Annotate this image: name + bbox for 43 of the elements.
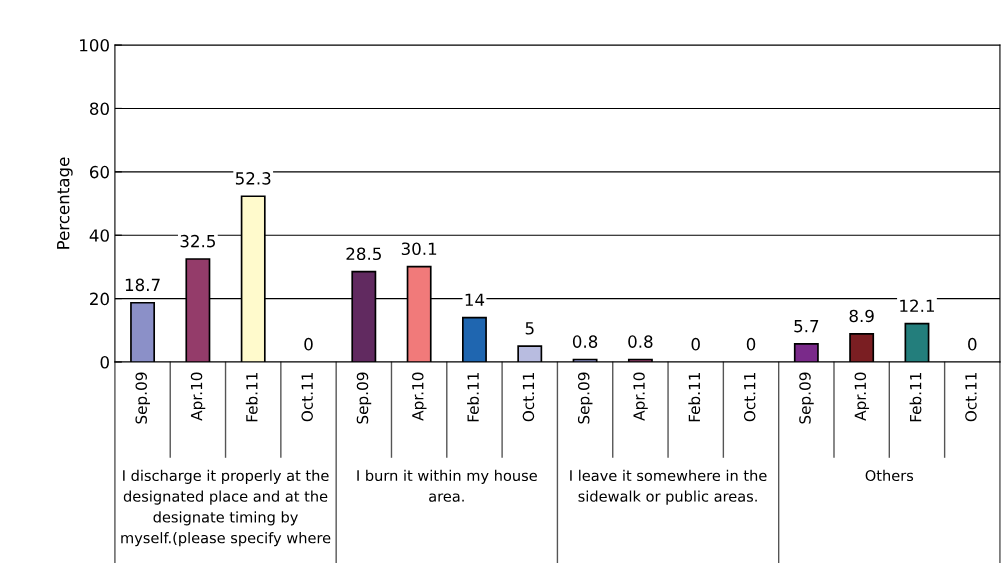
x-tick-label: Sep.09	[135, 372, 150, 424]
data-label: 0	[691, 337, 700, 351]
data-label: 18.7	[125, 278, 160, 292]
text: Others	[865, 469, 914, 482]
x-tick-label: Oct.11	[965, 372, 977, 422]
x-tick-label: Apr.10	[412, 372, 427, 421]
x-tick-label: Sep.09	[799, 372, 814, 424]
y-tick-label: 80	[89, 102, 109, 115]
x-tick-label: Feb.11	[245, 372, 258, 422]
data-label: 0	[304, 337, 313, 351]
data-label: 8.9	[849, 309, 874, 323]
x-tick-label: Sep.09	[356, 372, 372, 424]
x-tick-label: Feb.11	[688, 372, 701, 422]
x-tick-label: Apr.10	[190, 372, 206, 421]
data-label: 0	[968, 337, 977, 351]
data-label: 14	[465, 293, 485, 306]
data-label: 12.1	[900, 299, 934, 312]
x-tick-label: Feb.11	[909, 372, 922, 422]
data-label: 32.5	[180, 234, 215, 248]
y-tick-label: 40	[89, 229, 109, 242]
y-tick-label: 20	[90, 292, 109, 306]
x-tick-label: Oct.11	[301, 372, 313, 422]
x-tick-label: Oct.11	[743, 372, 756, 422]
text: I discharge it properly at the designated place and at the designate timing by myself.(please specify where	[121, 469, 331, 547]
data-label: 0.8	[628, 335, 653, 348]
x-tick-label: Apr.10	[854, 372, 870, 421]
x-tick-label: Sep.09	[577, 372, 593, 424]
y-axis-title: Percentage	[57, 157, 73, 249]
y-tick-label: 100	[80, 39, 109, 52]
data-label: 0	[746, 337, 756, 351]
text: I burn it within my house area.	[357, 469, 537, 502]
y-tick-label: 0	[100, 355, 109, 369]
data-label: 30.1	[401, 242, 437, 256]
data-label: 28.5	[346, 247, 381, 261]
x-tick-label: Oct.11	[522, 372, 535, 422]
x-tick-label: Apr.10	[633, 372, 648, 421]
data-label: 52.3	[235, 172, 271, 185]
x-tick-label: Feb.11	[467, 372, 479, 422]
data-label: 5	[525, 322, 534, 335]
text: I leave it somewhere in the sidewalk or public areas.	[570, 469, 767, 505]
data-label: 5.7	[794, 319, 819, 333]
data-label: 0.8	[572, 335, 598, 348]
y-tick-label: 60	[90, 165, 109, 179]
